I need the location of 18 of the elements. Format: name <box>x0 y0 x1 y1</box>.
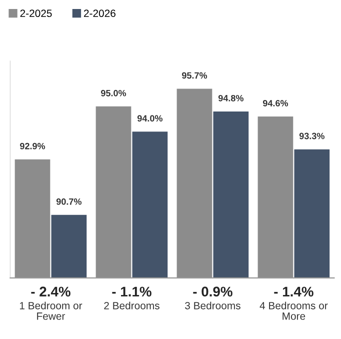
legend-label: 2-2025 <box>20 10 52 18</box>
x-tick-label: 3 Bedrooms <box>185 302 240 310</box>
data-label: 95.7% <box>182 72 208 79</box>
legend-label: 2-2026 <box>84 10 116 18</box>
data-label: 95.0% <box>101 90 126 96</box>
data-label: 92.9% <box>20 142 46 150</box>
x-tick-label: 2 Bedrooms <box>104 302 160 310</box>
text: - 1.4% <box>274 286 314 296</box>
data-label: 94.6% <box>262 100 288 106</box>
x-tick-label: 4 Bedrooms or More <box>260 302 328 320</box>
text: - 1.1% <box>112 286 152 296</box>
text: - 2.4% <box>31 286 70 296</box>
x-tick-label: 1 Bedroom or Fewer <box>20 302 82 320</box>
data-label: 90.7% <box>56 198 82 205</box>
text: - 0.9% <box>193 286 232 297</box>
data-label: 93.3% <box>299 132 324 140</box>
data-label: 94.8% <box>218 94 244 102</box>
data-label: 94.0% <box>137 115 162 122</box>
